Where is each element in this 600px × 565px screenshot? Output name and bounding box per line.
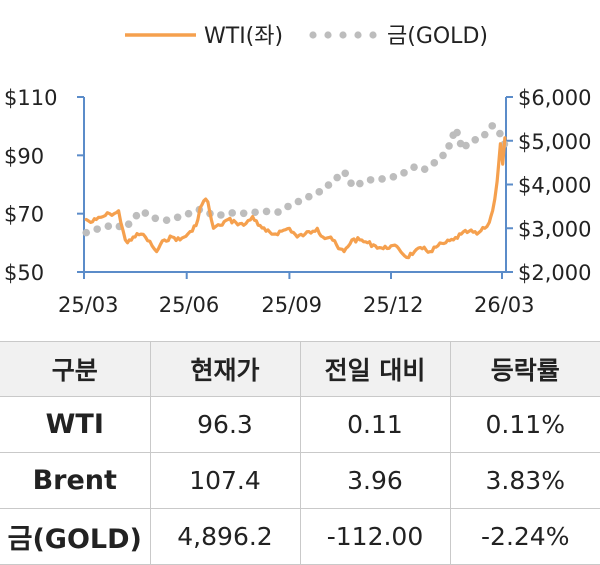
right-tick-label: $6,000 — [518, 86, 591, 110]
gold-point — [389, 173, 398, 181]
gold-point — [162, 216, 171, 224]
gold-point — [445, 142, 453, 150]
gold-point — [124, 220, 133, 228]
left-tick-label: $110 — [4, 86, 57, 110]
gold-point — [488, 122, 497, 130]
gold-point — [217, 211, 225, 219]
gold-point — [274, 208, 282, 216]
gold-point — [239, 209, 248, 218]
gold-point — [324, 181, 333, 189]
x-tick-label: 25/09 — [261, 293, 322, 317]
right-tick-label: $2,000 — [518, 261, 591, 285]
gold-point — [141, 209, 150, 217]
x-tick-label: 26/03 — [474, 293, 535, 317]
header-change: 전일 대비 — [299, 341, 450, 397]
gold-point — [471, 135, 480, 144]
row-label: WTI — [0, 396, 150, 453]
table-row: Brent 107.4 3.96 3.83% — [0, 452, 600, 509]
legend-gold-swatch — [309, 31, 377, 39]
gold-point — [173, 213, 182, 222]
gold-point — [251, 208, 259, 217]
legend-gold-label: 금(GOLD) — [387, 24, 488, 49]
table-header-row: 구분 현재가 전일 대비 등락률 — [0, 341, 600, 397]
row-change: -112.00 — [299, 508, 450, 565]
row-label: Brent — [0, 452, 150, 509]
header-current-price: 현재가 — [149, 341, 300, 397]
gold-point — [439, 151, 447, 160]
gold-point — [341, 169, 350, 178]
x-tick-label: 25/03 — [58, 293, 119, 317]
gold-point — [93, 225, 101, 233]
gold-point — [496, 129, 504, 138]
legend: WTI(좌) 금(GOLD) — [125, 24, 488, 49]
left-tick-label: $50 — [4, 261, 44, 285]
x-tick-label: 25/12 — [363, 293, 424, 317]
left-tick-label: $90 — [4, 144, 44, 168]
row-change-rate: 3.83% — [449, 452, 600, 509]
legend-wti-label: WTI(좌) — [204, 24, 283, 49]
gold-point — [410, 163, 418, 172]
plot-area — [82, 122, 509, 260]
gold-point — [315, 188, 324, 196]
gold-point — [430, 159, 439, 167]
row-label: 금(GOLD) — [0, 508, 150, 565]
gold-point — [262, 207, 271, 216]
gold-point — [378, 175, 386, 183]
gold-point — [356, 179, 364, 188]
row-current-price: 96.3 — [149, 396, 300, 453]
header-category: 구분 — [0, 341, 150, 397]
gold-point — [151, 214, 160, 223]
right-tick-label: $4,000 — [518, 174, 591, 198]
gold-point — [104, 222, 113, 231]
table-row: WTI 96.3 0.11 0.11% — [0, 396, 600, 453]
gold-point — [462, 141, 470, 150]
gold-point — [228, 209, 236, 217]
gold-point — [366, 176, 375, 184]
gold-point — [333, 173, 341, 182]
gold-point — [284, 202, 292, 211]
gold-point — [480, 130, 489, 139]
row-change: 0.11 — [299, 396, 450, 453]
gold-point — [453, 128, 461, 137]
gold-point — [294, 197, 303, 206]
left-tick-label: $70 — [4, 203, 44, 227]
x-tick-label: 25/06 — [159, 293, 220, 317]
row-change: 3.96 — [299, 452, 450, 509]
wti-series-line — [84, 136, 507, 260]
gold-point — [420, 165, 429, 173]
axes: $110 $90 $70 $50 $6,000 $5,000 $4,000 $3,000 $2… — [4, 86, 591, 317]
right-tick-label: $3,000 — [518, 217, 591, 241]
gold-point — [184, 209, 193, 218]
row-change-rate: -2.24% — [449, 508, 600, 565]
header-change-rate: 등락률 — [449, 341, 600, 397]
gold-point — [82, 228, 91, 237]
row-current-price: 4,896.2 — [149, 508, 300, 565]
gold-point — [132, 211, 141, 220]
gold-series — [82, 122, 509, 237]
oil-gold-chart: WTI(좌) 금(GOLD) $110 $90 $70 $50 $6,000 $5,00… — [4, 24, 591, 317]
gold-point — [305, 192, 313, 201]
row-change-rate: 0.11% — [449, 396, 600, 453]
price-table: 구분 현재가 전일 대비 등락률 WTI 96.3 0.11 0.11% Bre… — [0, 341, 600, 565]
gold-point — [400, 169, 408, 177]
row-current-price: 107.4 — [149, 452, 300, 509]
right-tick-label: $5,000 — [518, 130, 591, 154]
table-row: 금(GOLD) 4,896.2 -112.00 -2.24% — [0, 508, 600, 565]
gold-point — [347, 179, 355, 188]
